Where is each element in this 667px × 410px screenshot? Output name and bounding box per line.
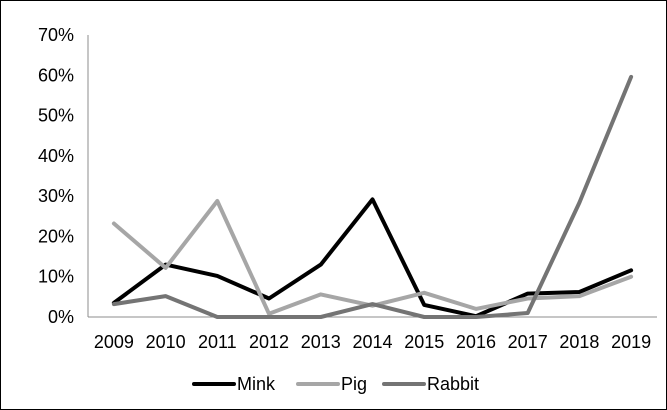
legend-label: Pig xyxy=(341,374,367,394)
x-axis: 2009 2010 2011 2012 2013 2014 2015 2016 2017 2018… xyxy=(88,316,657,352)
y-tick-label: 50% xyxy=(38,106,74,126)
x-tick-label: 2014 xyxy=(352,332,392,352)
series-layer xyxy=(111,74,634,319)
x-tick-label: 2016 xyxy=(456,332,496,352)
y-axis: 0% 10% 20% 30% 40% 50% 60% 70% xyxy=(38,25,89,327)
legend-item-pig: Pig xyxy=(296,374,367,394)
x-tick-label: 2017 xyxy=(508,332,548,352)
y-tick-label: 30% xyxy=(38,186,74,206)
x-tick-label: 2013 xyxy=(301,332,341,352)
x-tick-label: 2010 xyxy=(146,332,186,352)
legend-label: Rabbit xyxy=(427,374,479,394)
x-tick-label: 2018 xyxy=(559,332,599,352)
y-tick-label: 0% xyxy=(48,307,74,327)
legend-item-rabbit: Rabbit xyxy=(382,374,479,394)
x-tick-label: 2009 xyxy=(94,332,134,352)
x-tick-label: 2019 xyxy=(611,332,651,352)
x-tick-label: 2015 xyxy=(404,332,444,352)
y-tick-label: 60% xyxy=(38,65,74,85)
legend-item-mink: Mink xyxy=(192,374,276,394)
legend-label: Mink xyxy=(237,374,276,394)
y-tick-label: 10% xyxy=(38,267,74,287)
y-tick-label: 70% xyxy=(38,25,74,45)
series-line-mink xyxy=(111,197,634,319)
x-tick-label: 2011 xyxy=(198,332,237,352)
y-tick-label: 20% xyxy=(38,226,74,246)
legend: Mink Pig Rabbit xyxy=(192,374,479,394)
y-tick-label: 40% xyxy=(38,146,74,166)
x-tick-label: 2012 xyxy=(249,332,289,352)
series-line-rabbit xyxy=(111,74,634,319)
